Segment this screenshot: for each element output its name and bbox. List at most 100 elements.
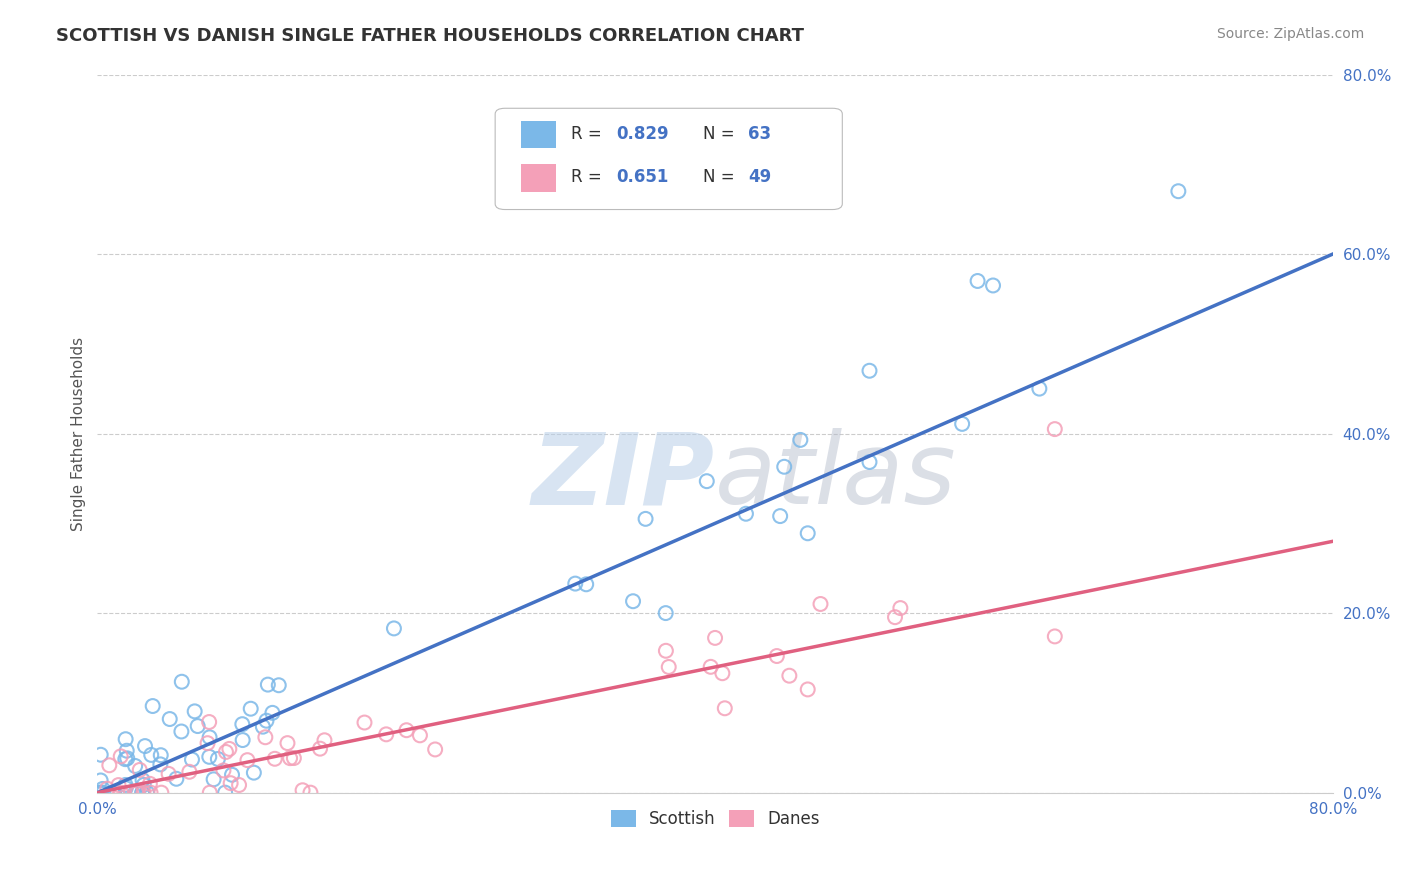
Point: [1028, 382, 1050, 396]
Point: [243, 765, 266, 780]
Point: [134, 739, 156, 753]
Point: [267, 678, 290, 692]
Point: [183, 704, 205, 718]
Point: [89, 786, 111, 800]
Point: [789, 433, 811, 447]
Point: [278, 751, 301, 765]
Point: [232, 733, 254, 747]
Point: [157, 767, 180, 781]
Point: [90, 773, 112, 788]
Point: [136, 786, 159, 800]
Text: 49: 49: [748, 169, 772, 186]
Point: [128, 763, 150, 777]
Point: [179, 764, 201, 779]
Point: [149, 748, 172, 763]
Point: [564, 576, 586, 591]
Point: [257, 677, 280, 691]
Point: [114, 752, 136, 766]
Point: [375, 727, 398, 741]
Point: [858, 364, 880, 378]
Point: [254, 731, 277, 745]
Point: [132, 786, 155, 800]
Point: [114, 781, 136, 796]
Text: N =: N =: [703, 169, 740, 186]
Point: [884, 610, 907, 624]
Text: N =: N =: [703, 125, 740, 143]
Point: [778, 669, 800, 683]
Point: [219, 776, 242, 790]
Point: [889, 601, 911, 615]
Text: ZIP: ZIP: [531, 428, 716, 525]
Point: [115, 744, 138, 758]
Point: [170, 674, 193, 689]
Point: [207, 752, 229, 766]
Point: [766, 648, 789, 663]
Point: [214, 786, 236, 800]
Point: [262, 706, 284, 720]
Point: [198, 749, 221, 764]
Point: [198, 731, 221, 745]
Point: [212, 764, 235, 778]
Point: [423, 742, 446, 756]
Point: [124, 786, 146, 800]
Point: [142, 699, 165, 714]
Point: [699, 660, 721, 674]
Point: [127, 786, 149, 800]
Point: [981, 278, 1004, 293]
Point: [91, 781, 114, 796]
Point: [125, 786, 148, 800]
Point: [858, 455, 880, 469]
Point: [276, 736, 298, 750]
Point: [252, 720, 274, 734]
Point: [149, 757, 172, 772]
Point: [796, 526, 818, 541]
Text: R =: R =: [571, 169, 606, 186]
Y-axis label: Single Father Households: Single Father Households: [72, 336, 86, 531]
Point: [254, 714, 277, 728]
Point: [139, 777, 162, 791]
Point: [117, 751, 139, 765]
Point: [101, 786, 124, 800]
Point: [98, 758, 121, 772]
Point: [93, 786, 115, 800]
Point: [299, 786, 322, 800]
Point: [221, 768, 243, 782]
Point: [239, 702, 262, 716]
Point: [658, 660, 681, 674]
Point: [314, 733, 336, 747]
Point: [231, 717, 253, 731]
Point: [165, 772, 187, 786]
Point: [131, 786, 153, 800]
Point: [90, 786, 112, 800]
Text: 0.829: 0.829: [616, 125, 669, 143]
Point: [1167, 184, 1189, 198]
Text: R =: R =: [571, 125, 606, 143]
Point: [114, 778, 136, 792]
Point: [202, 772, 225, 787]
Point: [309, 741, 332, 756]
Point: [198, 714, 221, 729]
Point: [769, 509, 792, 524]
Text: 0.651: 0.651: [616, 169, 669, 186]
Point: [150, 786, 173, 800]
Point: [197, 736, 219, 750]
Point: [283, 751, 305, 765]
Point: [124, 759, 146, 773]
Point: [395, 723, 418, 738]
Point: [170, 724, 193, 739]
Legend: Scottish, Danes: Scottish, Danes: [603, 803, 827, 835]
Point: [263, 752, 285, 766]
Point: [215, 745, 238, 759]
Text: atlas: atlas: [716, 428, 956, 525]
Point: [159, 712, 181, 726]
Point: [187, 719, 209, 733]
Point: [634, 512, 657, 526]
Point: [1043, 629, 1066, 643]
Point: [90, 747, 112, 762]
Point: [353, 715, 375, 730]
Point: [127, 786, 149, 800]
Point: [120, 786, 142, 800]
Point: [114, 732, 136, 747]
Point: [139, 786, 162, 800]
Point: [711, 666, 734, 681]
